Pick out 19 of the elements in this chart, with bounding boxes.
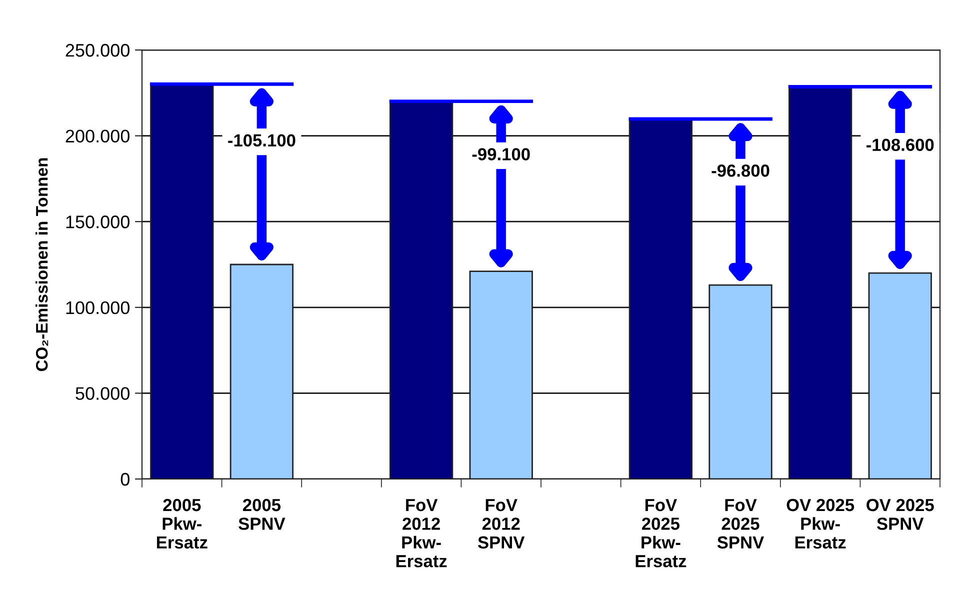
- annotation: -96.800: [712, 164, 770, 177]
- x-tick-label: 2005 Pkw- Ersatz: [157, 498, 208, 549]
- annotation: -99.100: [472, 148, 530, 160]
- y-tick-label: 0: [120, 472, 130, 486]
- y-tick-label: 150.000: [66, 216, 130, 228]
- y-axis-title: CO₂-Emissionen in Tonnen: [36, 158, 48, 372]
- y-tick-label: 250.000: [66, 44, 130, 57]
- x-tick-label: 2005 SPNV: [238, 498, 286, 530]
- x-tick-label: OV 2025 Pkw- Ersatz: [786, 498, 854, 549]
- annotation: -108.600: [866, 138, 934, 152]
- y-tick-label: 50.000: [76, 387, 130, 400]
- annotation: -105.100: [228, 134, 296, 147]
- x-tick-label: FoV 2025 SPNV: [717, 499, 764, 549]
- y-tick-label: 200.000: [66, 130, 130, 143]
- x-tick-label: OV 2025 SPNV: [866, 498, 934, 530]
- x-tick-label: FoV 2012 Pkw- Ersatz: [396, 499, 447, 568]
- x-tick-label: FoV 2025 Pkw- Ersatz: [636, 499, 686, 568]
- x-tick-label: FoV 2012 SPNV: [478, 499, 525, 549]
- y-tick-label: 100.000: [66, 301, 130, 314]
